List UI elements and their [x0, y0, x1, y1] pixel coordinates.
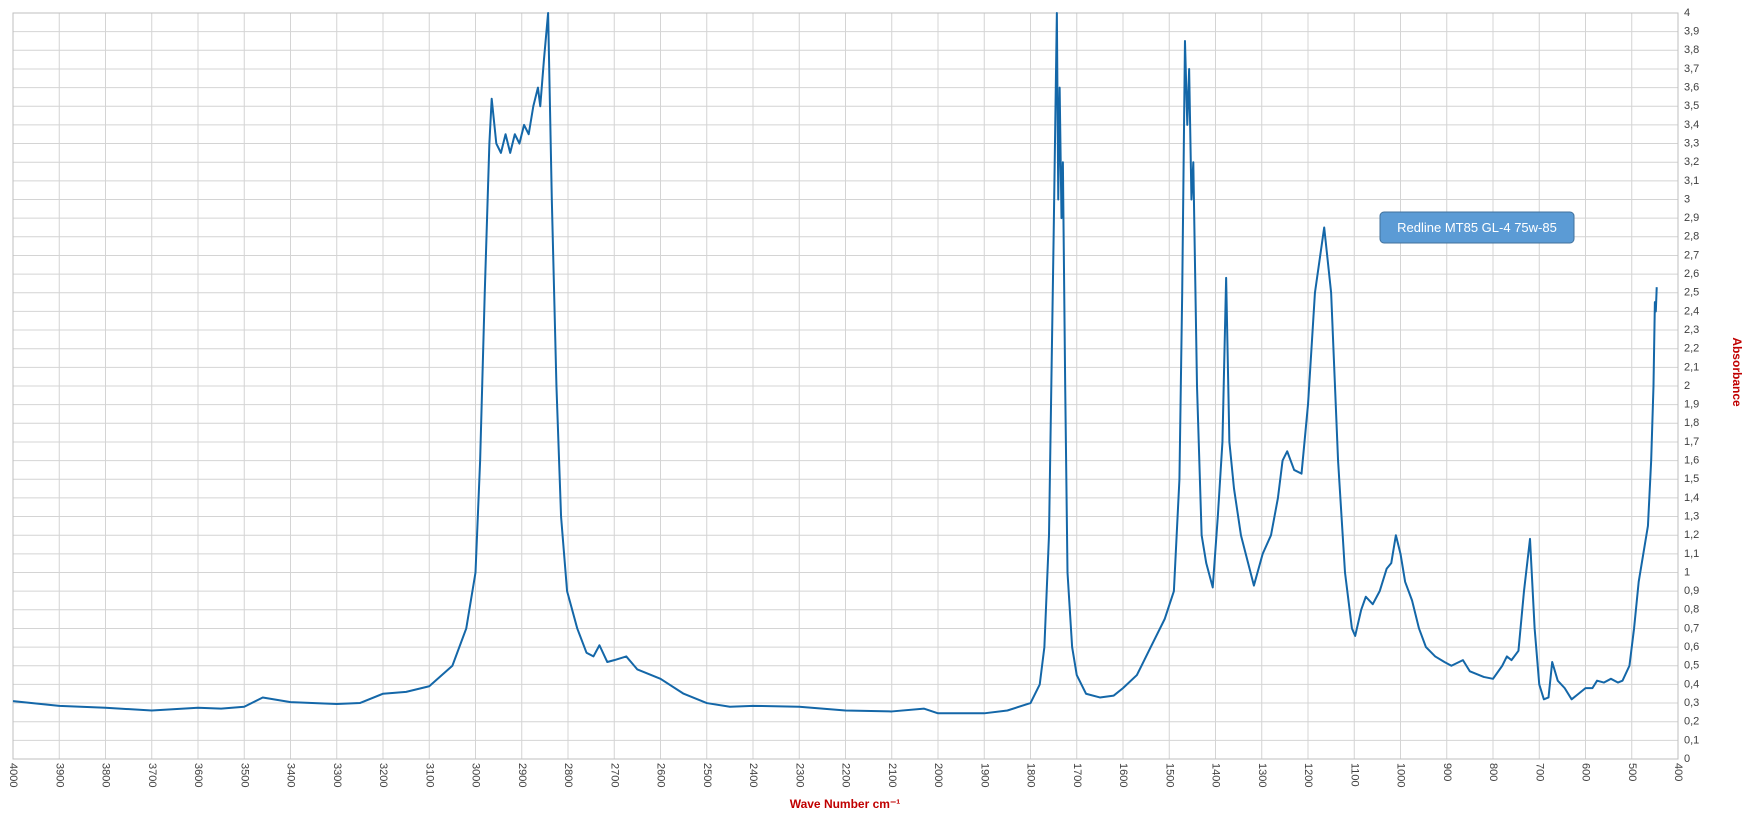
x-tick-label: 2500: [701, 763, 713, 787]
y-tick-label: 3,2: [1684, 156, 1699, 168]
x-tick-label: 2100: [886, 763, 898, 787]
y-tick-label: 1,8: [1684, 417, 1699, 429]
y-tick-label: 0,9: [1684, 585, 1699, 597]
y-tick-label: 0: [1684, 753, 1690, 765]
x-tick-label: 900: [1441, 763, 1453, 781]
y-tick-label: 3,9: [1684, 26, 1699, 38]
x-tick-label: 800: [1487, 763, 1499, 781]
y-tick-label: 1,3: [1684, 510, 1699, 522]
x-tick-label: 500: [1626, 763, 1638, 781]
y-tick-label: 3,3: [1684, 137, 1699, 149]
x-tick-label: 1700: [1071, 763, 1083, 787]
y-tick-label: 0,4: [1684, 678, 1699, 690]
x-tick-label: 3300: [331, 763, 343, 787]
x-tick-label: 1200: [1302, 763, 1314, 787]
y-tick-label: 4: [1684, 7, 1690, 19]
x-tick-label: 4000: [7, 763, 19, 787]
x-tick-label: 1300: [1256, 763, 1268, 787]
y-tick-label: 2,3: [1684, 324, 1699, 336]
y-tick-label: 3,7: [1684, 63, 1699, 75]
x-tick-label: 600: [1580, 763, 1592, 781]
x-tick-label: 1500: [1163, 763, 1175, 787]
y-tick-label: 3: [1684, 193, 1690, 205]
x-tick-label: 1000: [1395, 763, 1407, 787]
y-tick-label: 1,4: [1684, 492, 1699, 504]
y-tick-label: 2,2: [1684, 343, 1699, 355]
y-tick-label: 3,8: [1684, 44, 1699, 56]
x-tick-label: 2800: [562, 763, 574, 787]
y-tick-label: 2,5: [1684, 287, 1699, 299]
y-tick-label: 0,5: [1684, 660, 1699, 672]
x-tick-label: 1400: [1210, 763, 1222, 787]
x-tick-label: 3800: [100, 763, 112, 787]
x-tick-label: 700: [1533, 763, 1545, 781]
x-tick-label: 1900: [978, 763, 990, 787]
x-tick-label: 2600: [655, 763, 667, 787]
x-tick-label: 2200: [840, 763, 852, 787]
x-tick-label: 2300: [793, 763, 805, 787]
y-tick-label: 1,1: [1684, 548, 1699, 560]
x-tick-label: 3600: [192, 763, 204, 787]
y-tick-label: 1,9: [1684, 399, 1699, 411]
x-tick-label: 3500: [238, 763, 250, 787]
y-tick-label: 2: [1684, 380, 1690, 392]
y-tick-label: 0,3: [1684, 697, 1699, 709]
x-tick-label: 1100: [1348, 763, 1360, 787]
x-tick-label: 2000: [932, 763, 944, 787]
y-tick-label: 1,6: [1684, 455, 1699, 467]
y-tick-label: 1,2: [1684, 529, 1699, 541]
y-tick-label: 2,7: [1684, 249, 1699, 261]
y-axis-title: Absorbance: [1730, 337, 1744, 407]
x-tick-label: 3000: [470, 763, 482, 787]
y-tick-label: 2,9: [1684, 212, 1699, 224]
annotation: Redline MT85 GL-4 75w-85: [1397, 220, 1557, 235]
x-tick-label: 3100: [423, 763, 435, 787]
x-tick-label: 1600: [1117, 763, 1129, 787]
y-tick-label: 1: [1684, 566, 1690, 578]
x-axis-title: Wave Number cm⁻¹: [790, 797, 901, 811]
x-tick-label: 3400: [285, 763, 297, 787]
y-tick-label: 1,5: [1684, 473, 1699, 485]
y-tick-label: 0,8: [1684, 604, 1699, 616]
annotation-box: [1379, 211, 1575, 244]
plot-frame: [12, 12, 1679, 760]
x-tick-label: 3200: [377, 763, 389, 787]
x-tick-label: 3900: [53, 763, 65, 787]
x-tick-label: 2700: [608, 763, 620, 787]
y-tick-label: 3,4: [1684, 119, 1699, 131]
y-tick-label: 2,4: [1684, 305, 1699, 317]
y-tick-label: 2,8: [1684, 231, 1699, 243]
y-tick-label: 3,5: [1684, 100, 1699, 112]
y-tick-label: 3,1: [1684, 175, 1699, 187]
y-tick-label: 0,1: [1684, 734, 1699, 746]
y-tick-label: 2,1: [1684, 361, 1699, 373]
y-tick-label: 3,6: [1684, 82, 1699, 94]
x-tick-label: 2400: [747, 763, 759, 787]
x-tick-label: 400: [1672, 763, 1684, 781]
spectrum-line: [12, 12, 1658, 715]
x-tick-label: 2900: [516, 763, 528, 787]
x-tick-label: 1800: [1025, 763, 1037, 787]
x-tick-label: 3700: [146, 763, 158, 787]
y-tick-label: 0,7: [1684, 622, 1699, 634]
y-tick-label: 1,7: [1684, 436, 1699, 448]
y-tick-label: 0,6: [1684, 641, 1699, 653]
y-tick-label: 0,2: [1684, 716, 1699, 728]
grid: [12, 12, 1679, 760]
y-tick-label: 2,6: [1684, 268, 1699, 280]
